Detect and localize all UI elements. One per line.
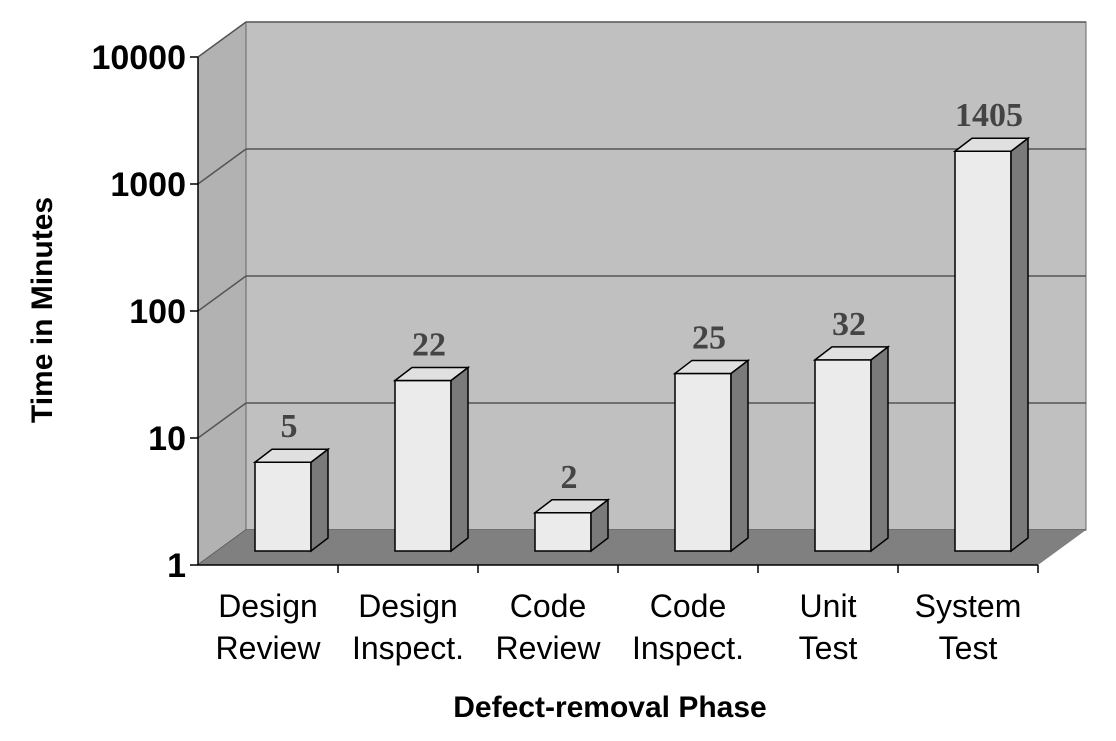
y-axis-title: Time in Minutes	[26, 197, 59, 423]
y-tick-label: 1000	[110, 166, 186, 204]
gridline-side	[197, 402, 247, 439]
y-tick-label: 100	[129, 293, 186, 331]
bar-top	[532, 499, 611, 514]
bar-front	[674, 372, 732, 552]
bar-side	[870, 345, 889, 553]
bar-front	[954, 150, 1012, 552]
x-tick-label: Design Inspect.	[352, 588, 464, 666]
floor	[198, 530, 1086, 565]
bar-side	[310, 447, 329, 553]
y-tick-label: 1	[167, 547, 186, 585]
gridline-side	[197, 21, 247, 58]
bar-side	[450, 365, 469, 553]
gridline-side	[197, 275, 247, 312]
bar-top	[392, 366, 471, 382]
bar-top	[672, 359, 751, 375]
x-tick-label: Design Review	[216, 588, 322, 666]
bar-top	[952, 137, 1031, 152]
bar-side	[1010, 136, 1029, 553]
bar-top	[812, 346, 891, 361]
data-label: 5	[281, 408, 298, 445]
bar-top	[252, 448, 331, 463]
gridline-side	[197, 148, 247, 185]
y-tick-label: 10000	[91, 39, 186, 77]
bar-front	[534, 512, 592, 552]
data-label: 1405	[955, 97, 1023, 134]
x-tick-label: Unit Test	[799, 588, 858, 666]
x-tick-label: System Test	[915, 588, 1022, 666]
data-label: 22	[412, 327, 446, 364]
bar-front	[254, 461, 312, 552]
x-tick-label: Code Review	[496, 588, 602, 666]
data-label: 32	[832, 306, 866, 343]
x-axis-title: Defect-removal Phase	[453, 691, 766, 724]
data-label: 2	[561, 459, 578, 496]
x-tick-label: Code Inspect.	[632, 588, 744, 666]
bar-front	[394, 379, 452, 552]
y-tick-label: 10	[148, 420, 186, 458]
bar-front	[814, 359, 872, 552]
data-label: 25	[692, 319, 726, 356]
bar-side	[730, 358, 749, 553]
